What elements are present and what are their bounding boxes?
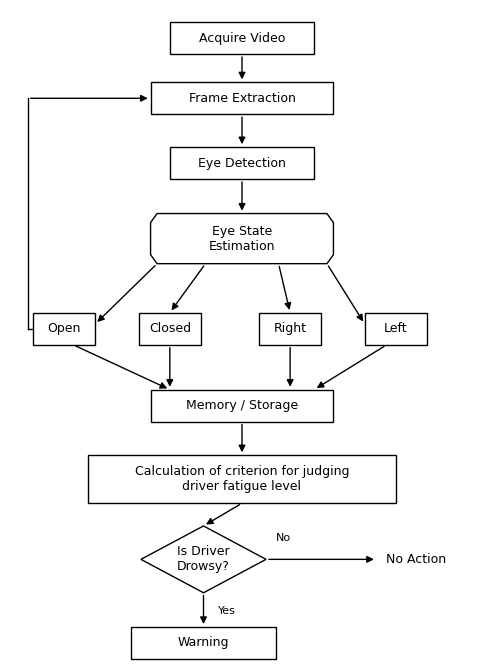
Text: Right: Right (273, 322, 307, 336)
FancyBboxPatch shape (131, 627, 276, 659)
FancyBboxPatch shape (88, 455, 396, 503)
Text: Open: Open (47, 322, 81, 336)
Text: Is Driver
Drowsy?: Is Driver Drowsy? (177, 546, 230, 573)
FancyBboxPatch shape (151, 390, 333, 421)
Text: Yes: Yes (218, 606, 236, 616)
Text: Acquire Video: Acquire Video (199, 32, 285, 45)
FancyBboxPatch shape (170, 147, 314, 179)
FancyBboxPatch shape (151, 83, 333, 114)
FancyBboxPatch shape (170, 22, 314, 54)
Text: Left: Left (384, 322, 408, 336)
Text: Memory / Storage: Memory / Storage (186, 399, 298, 412)
Polygon shape (151, 213, 333, 264)
FancyBboxPatch shape (138, 313, 201, 345)
Text: Eye Detection: Eye Detection (198, 156, 286, 170)
Text: Calculation of criterion for judging
driver fatigue level: Calculation of criterion for judging dri… (135, 465, 349, 493)
FancyBboxPatch shape (259, 313, 321, 345)
Text: Closed: Closed (149, 322, 191, 336)
Polygon shape (141, 526, 266, 592)
Text: Eye State
Estimation: Eye State Estimation (209, 225, 275, 252)
Text: No: No (276, 533, 291, 543)
Text: Frame Extraction: Frame Extraction (189, 92, 295, 105)
FancyBboxPatch shape (365, 313, 427, 345)
FancyBboxPatch shape (32, 313, 95, 345)
Text: Warning: Warning (178, 636, 229, 650)
Text: No Action: No Action (386, 553, 447, 566)
